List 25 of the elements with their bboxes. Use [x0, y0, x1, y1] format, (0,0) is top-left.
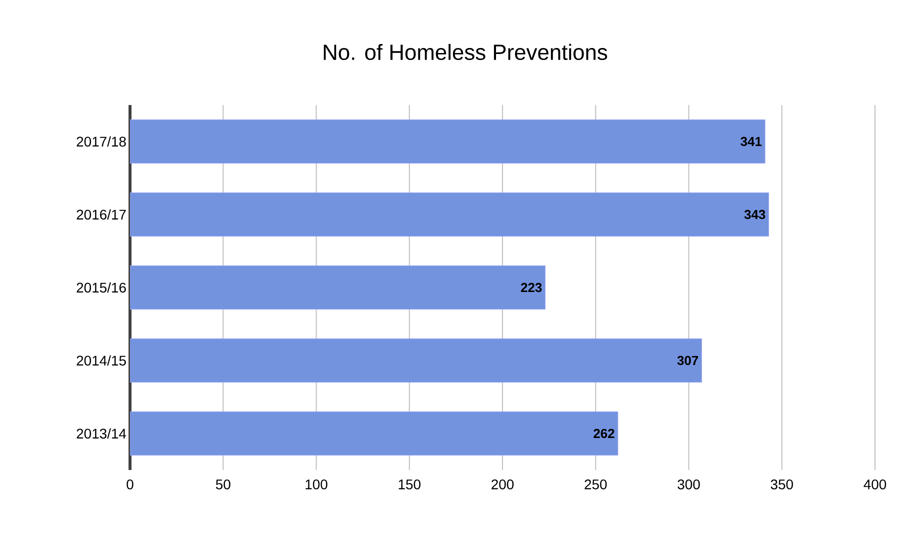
- bar: [130, 265, 546, 310]
- data-label: 223: [521, 282, 542, 292]
- data-label: 343: [744, 210, 766, 220]
- y-tick-label: 2015/16: [76, 282, 126, 293]
- x-tick-label: 150: [398, 479, 420, 490]
- y-tick-label: 2017/18: [76, 136, 126, 147]
- bar: [130, 119, 766, 164]
- x-tick-label: 0: [126, 479, 134, 490]
- bar: [130, 411, 618, 456]
- x-tick-label: 200: [492, 479, 514, 490]
- x-tick-label: 50: [216, 479, 230, 490]
- chart-title: No. of Homeless Preventions: [324, 44, 608, 60]
- x-tick-label: 350: [770, 479, 793, 490]
- x-tick-label: 100: [306, 479, 328, 490]
- y-tick-label: 2014/15: [76, 355, 126, 366]
- x-tick-label: 250: [584, 479, 607, 490]
- x-tick-label: 300: [678, 479, 700, 490]
- y-tick-label: 2013/14: [76, 428, 126, 439]
- data-label: 262: [594, 428, 614, 438]
- data-label: 307: [677, 356, 698, 366]
- bar: [130, 338, 702, 383]
- bar: [130, 192, 770, 237]
- y-tick-label: 2016/17: [76, 209, 126, 220]
- data-label: 341: [740, 136, 762, 146]
- x-tick-label: 400: [864, 479, 886, 490]
